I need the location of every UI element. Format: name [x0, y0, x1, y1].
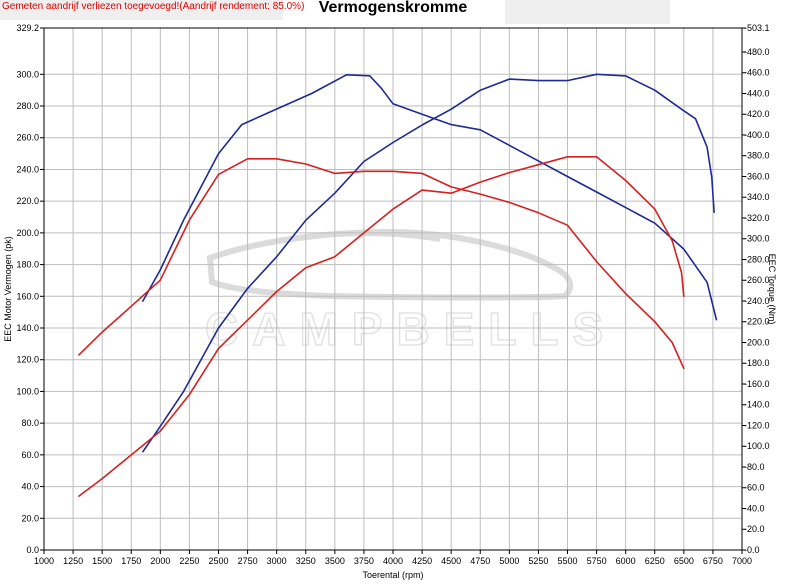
blue-power-line — [142, 73, 715, 453]
right-tick-label: -80.0 — [744, 462, 765, 472]
blue-torque-line — [142, 74, 718, 321]
x-axis-ticks: 1000 1250 1500 1750 2000 2250 2500 2750 3000 3250… — [34, 550, 752, 566]
x-tick-label: 4000 — [383, 556, 403, 566]
x-tick-label: 1750 — [121, 556, 141, 566]
x-tick-label: 6500 — [674, 556, 694, 566]
left-tick-label: 240.0 — [16, 164, 39, 174]
left-tick-label: 300.0 — [16, 69, 39, 79]
x-tick-label: 1500 — [92, 556, 112, 566]
x-tick-label: 6750 — [703, 556, 723, 566]
right-tick-label: -200.0 — [744, 337, 770, 347]
right-tick-label: -300.0 — [744, 234, 770, 244]
x-axis-label: Toerental (rpm) — [362, 570, 423, 580]
x-tick-label: 3750 — [354, 556, 374, 566]
x-tick-label: 2000 — [150, 556, 170, 566]
x-tick-label: 7000 — [732, 556, 752, 566]
right-tick-label: -60.0 — [744, 483, 765, 493]
right-axis-ticks: -0.0 -20.0 -40.0 -60.0 -80.0 -100.0 -120.0 -140… — [742, 23, 770, 555]
x-tick-label: 5000 — [499, 556, 519, 566]
note-banner — [0, 0, 283, 20]
right-banner — [505, 0, 670, 24]
x-tick-label: 6000 — [616, 556, 636, 566]
right-axis-label: EEC Torque (Nm) — [767, 254, 777, 325]
x-tick-label: 3250 — [296, 556, 316, 566]
x-tick-label: 3500 — [325, 556, 345, 566]
right-tick-label: -20.0 — [744, 524, 765, 534]
left-tick-label: 260.0 — [16, 133, 39, 143]
x-tick-label: 5250 — [528, 556, 548, 566]
right-tick-label: -400.0 — [744, 130, 770, 140]
right-tick-label: -320.0 — [744, 213, 770, 223]
right-tick-label: -420.0 — [744, 109, 770, 119]
x-tick-label: 2750 — [238, 556, 258, 566]
right-tick-label: -240.0 — [744, 296, 770, 306]
watermark-logo: CAMPBELLS — [204, 228, 617, 356]
x-tick-label: 2250 — [179, 556, 199, 566]
left-tick-label: 280.0 — [16, 101, 39, 111]
chart-title: Vermogenskromme — [318, 0, 468, 16]
right-tick-label: -503.1 — [744, 23, 770, 33]
left-tick-label: 0.0 — [26, 545, 39, 555]
left-tick-label: 180.0 — [16, 260, 39, 270]
right-tick-label: -440.0 — [744, 88, 770, 98]
left-tick-label: 220.0 — [16, 196, 39, 206]
x-tick-label: 4750 — [470, 556, 490, 566]
right-tick-label: -280.0 — [744, 254, 770, 264]
x-tick-label: 1000 — [34, 556, 54, 566]
right-tick-label: -0.0 — [744, 545, 760, 555]
left-tick-label: 40.0 — [21, 482, 39, 492]
left-tick-label: 120.0 — [16, 355, 39, 365]
x-tick-label: 2500 — [208, 556, 228, 566]
x-tick-label: 3000 — [267, 556, 287, 566]
right-tick-label: -460.0 — [744, 68, 770, 78]
right-tick-label: -380.0 — [744, 151, 770, 161]
left-tick-label: 20.0 — [21, 513, 39, 523]
right-tick-label: -100.0 — [744, 441, 770, 451]
svg-text:CAMPBELLS: CAMPBELLS — [205, 303, 617, 355]
left-tick-label: 100.0 — [16, 386, 39, 396]
right-tick-label: -140.0 — [744, 400, 770, 410]
drive-loss-note: Gemeten aandrijf verliezen toegevoegd!(A… — [2, 1, 305, 12]
left-tick-label: 140.0 — [16, 323, 39, 333]
right-tick-label: -360.0 — [744, 171, 770, 181]
right-tick-label: -220.0 — [744, 317, 770, 327]
left-tick-label: 80.0 — [21, 418, 39, 428]
right-tick-label: -120.0 — [744, 420, 770, 430]
left-tick-label: 160.0 — [16, 291, 39, 301]
x-tick-label: 4500 — [441, 556, 461, 566]
left-tick-label: 329.2 — [16, 23, 39, 33]
right-tick-label: -480.0 — [744, 47, 770, 57]
red-torque-line — [78, 158, 685, 370]
right-tick-label: -40.0 — [744, 503, 765, 513]
left-axis-ticks: 0.0 20.0 40.0 60.0 80.0 100.0 120.0 140.0 160.0 1… — [16, 23, 44, 555]
x-tick-label: 1250 — [63, 556, 83, 566]
grid — [44, 28, 742, 550]
right-tick-label: -160.0 — [744, 379, 770, 389]
x-tick-label: 6250 — [645, 556, 665, 566]
x-tick-label: 5500 — [557, 556, 577, 566]
series — [78, 73, 718, 497]
left-tick-label: 200.0 — [16, 228, 39, 238]
x-tick-label: 5750 — [587, 556, 607, 566]
right-tick-label: -180.0 — [744, 358, 770, 368]
red-power-line — [78, 156, 685, 497]
x-tick-label: 4250 — [412, 556, 432, 566]
right-tick-label: -260.0 — [744, 275, 770, 285]
left-tick-label: 60.0 — [21, 450, 39, 460]
left-axis-label: EEC Motor Vermogen (pk) — [3, 236, 13, 342]
right-tick-label: -340.0 — [744, 192, 770, 202]
